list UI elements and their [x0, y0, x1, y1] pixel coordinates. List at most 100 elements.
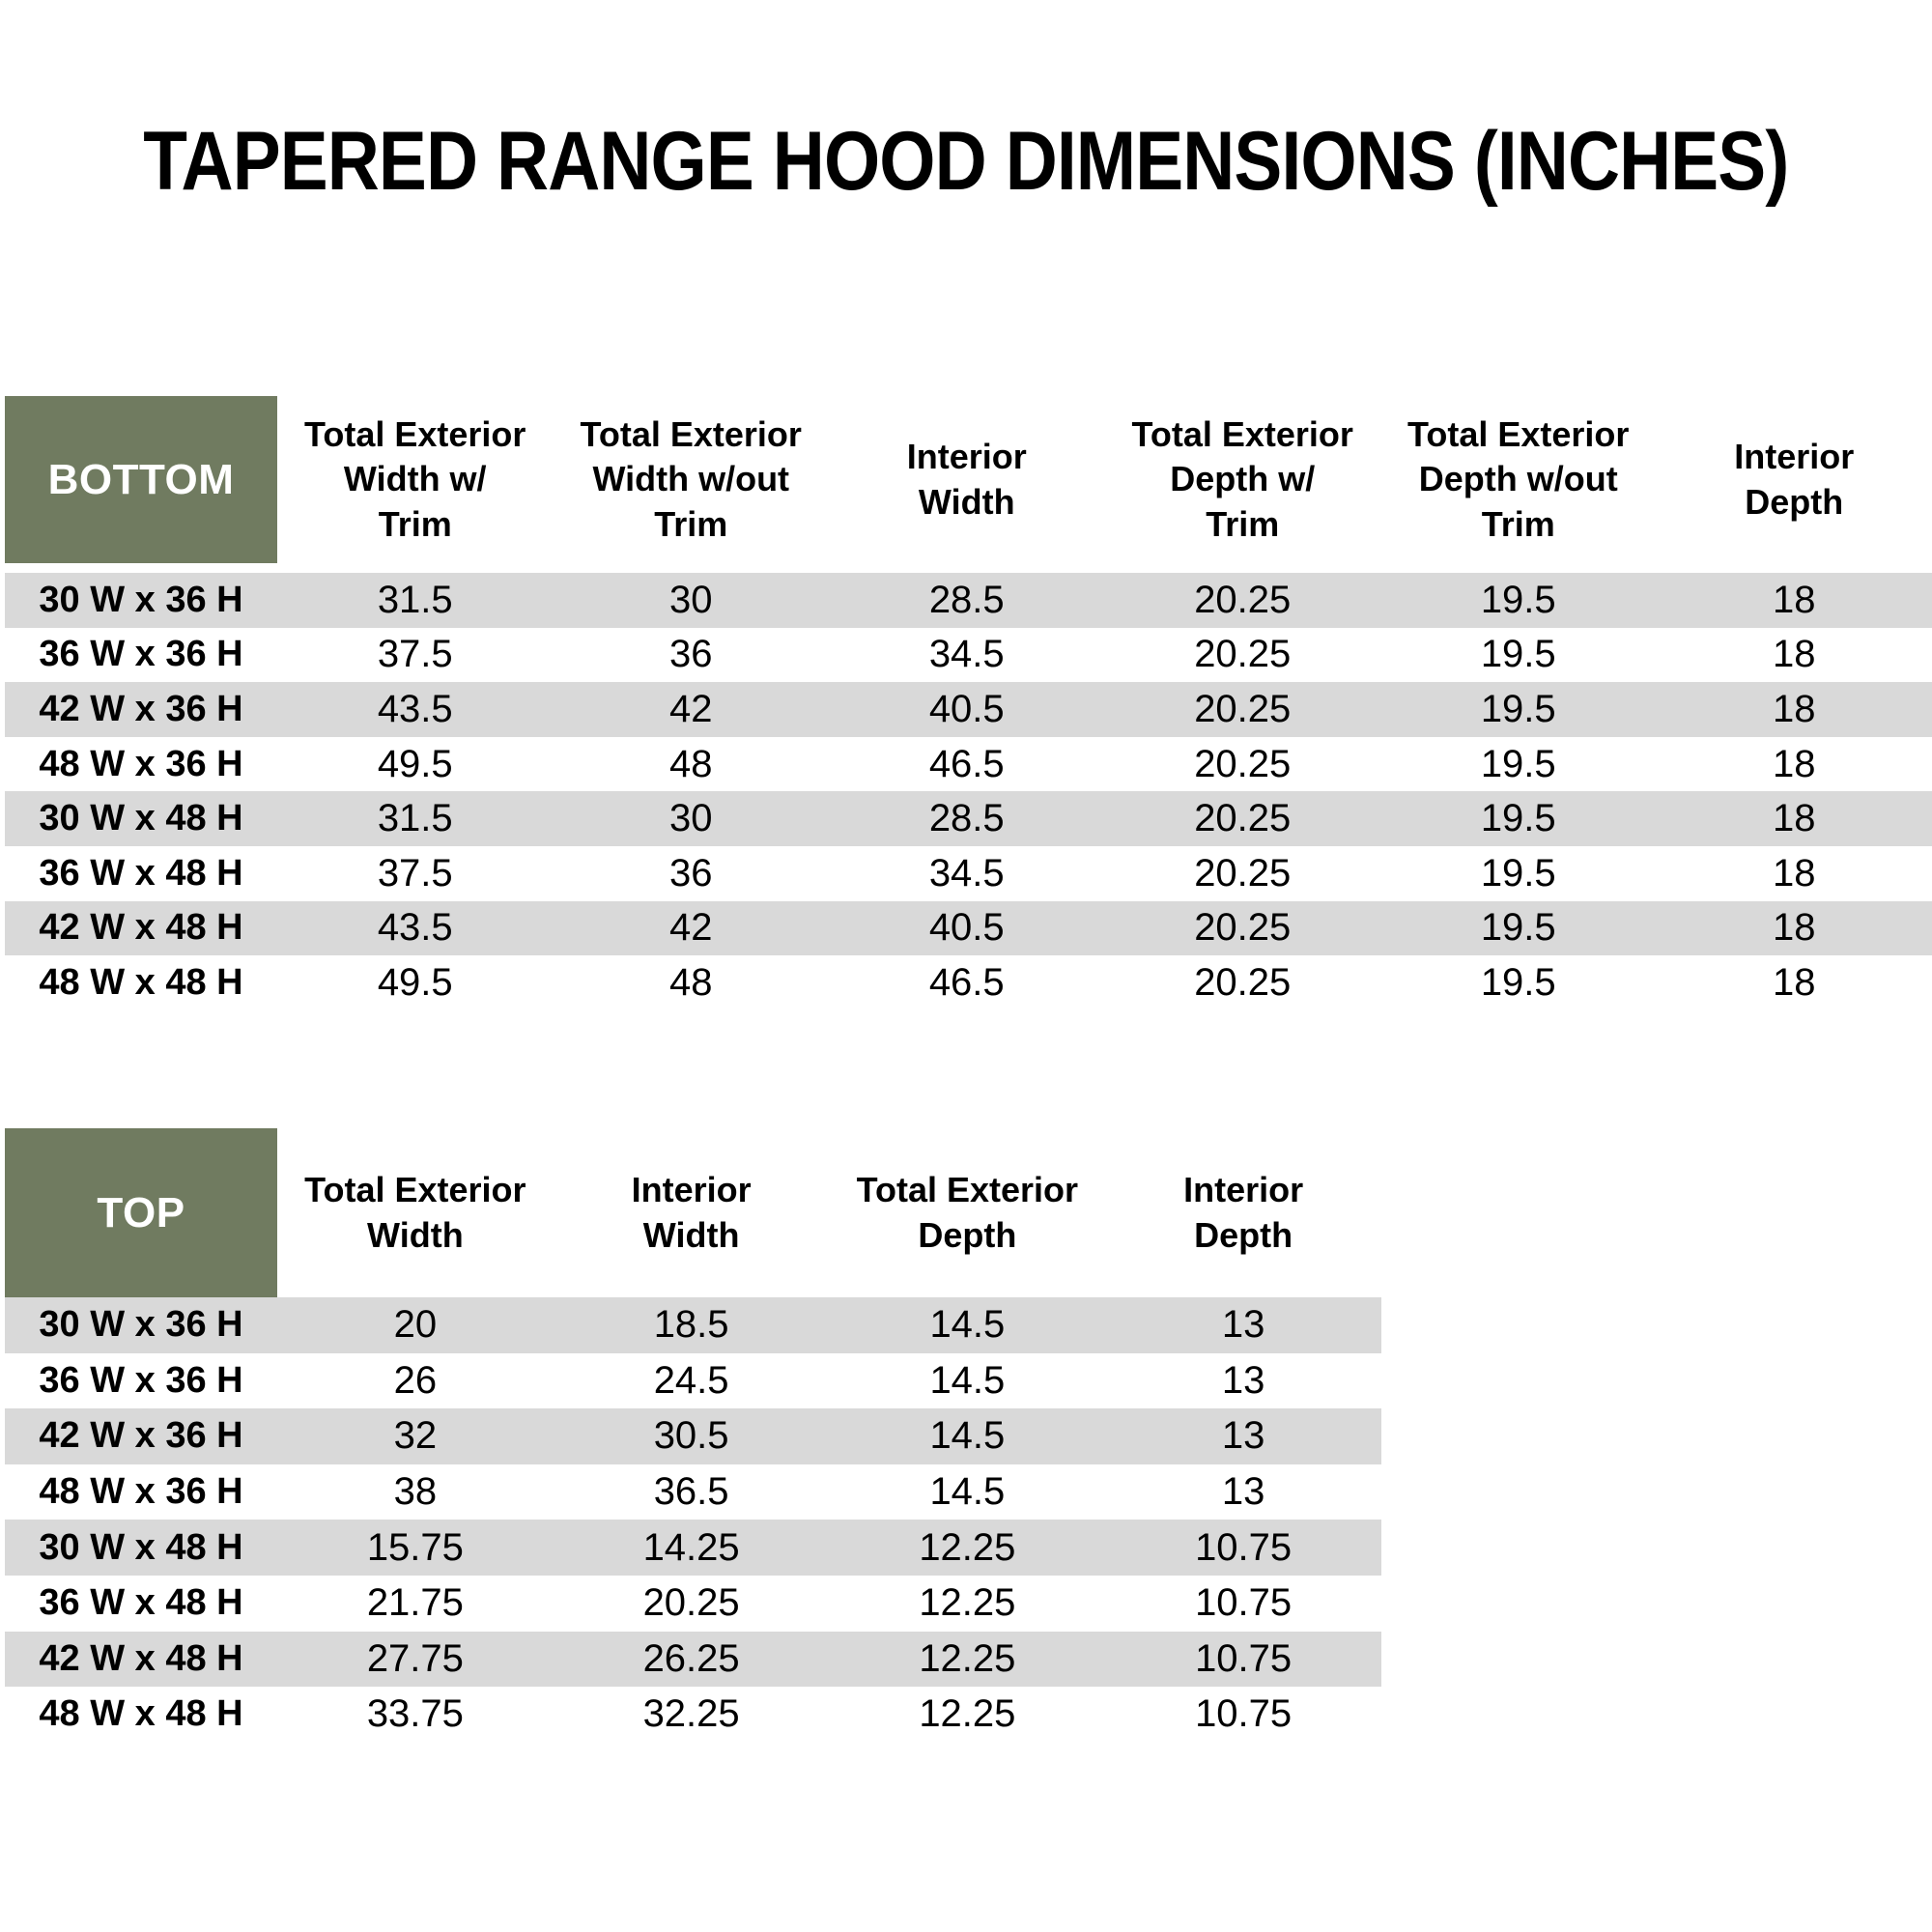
column-header: Total Exterior Width w/ Trim: [304, 414, 526, 544]
table-row: 42 W x 36 H 32 30.5 14.5 13: [5, 1408, 1381, 1464]
value-cell: 48: [669, 960, 713, 1004]
row-label: 42 W x 48 H: [39, 907, 243, 949]
row-label: 36 W x 48 H: [39, 1582, 243, 1624]
table-row: 48 W x 48 H 33.75 32.25 12.25 10.75: [5, 1687, 1381, 1743]
value-cell: 20.25: [1194, 797, 1292, 840]
value-cell: 14.5: [929, 1414, 1006, 1458]
value-cell: 18: [1773, 742, 1816, 785]
value-cell: 28.5: [928, 797, 1005, 840]
value-cell: 33.75: [366, 1692, 464, 1736]
value-cell: 10.75: [1195, 1692, 1293, 1736]
value-cell: 49.5: [377, 742, 453, 785]
value-cell: 43.5: [377, 687, 453, 730]
table-row: 48 W x 36 H 49.5 48 46.5 20.25 19.5 18: [5, 737, 1932, 792]
table-row: 36 W x 36 H 37.5 36 34.5 20.25 19.5 18: [5, 628, 1932, 683]
value-cell: 34.5: [928, 633, 1005, 676]
table-row: 36 W x 48 H 37.5 36 34.5 20.25 19.5 18: [5, 846, 1932, 901]
value-cell: 19.5: [1480, 578, 1556, 621]
column-header: Interior Width: [906, 437, 1027, 522]
column-header: Total Exterior Width w/out Trim: [580, 414, 802, 544]
row-label: 30 W x 36 H: [39, 1304, 243, 1346]
column-header: Total Exterior Depth: [856, 1170, 1079, 1255]
value-cell: 18: [1773, 687, 1816, 730]
column-header: Interior Depth: [1183, 1170, 1304, 1255]
value-cell: 20.25: [1194, 633, 1292, 676]
value-cell: 28.5: [928, 578, 1005, 621]
row-label: 30 W x 36 H: [39, 579, 243, 620]
top-corner-label: TOP: [5, 1128, 277, 1297]
value-cell: 37.5: [377, 851, 453, 895]
value-cell: 21.75: [366, 1581, 464, 1625]
top-dimensions-table: TOP Total Exterior Width Interior Width To…: [5, 1128, 1381, 1743]
value-cell: 13: [1221, 1358, 1265, 1402]
value-cell: 30: [669, 797, 713, 840]
value-cell: 15.75: [366, 1525, 464, 1569]
value-cell: 19.5: [1480, 797, 1556, 840]
row-label: 30 W x 48 H: [39, 1526, 243, 1568]
table-row: 30 W x 36 H 20 18.5 14.5 13: [5, 1297, 1381, 1353]
column-header: Interior Width: [631, 1170, 752, 1255]
value-cell: 48: [669, 742, 713, 785]
row-label: 36 W x 48 H: [39, 852, 243, 894]
value-cell: 13: [1221, 1414, 1265, 1458]
value-cell: 19.5: [1480, 960, 1556, 1004]
row-label: 36 W x 36 H: [39, 1359, 243, 1401]
value-cell: 20.25: [1194, 742, 1292, 785]
table-row: 30 W x 48 H 15.75 14.25 12.25 10.75: [5, 1520, 1381, 1576]
value-cell: 37.5: [377, 633, 453, 676]
value-cell: 19.5: [1480, 906, 1556, 950]
column-header: Total Exterior Width: [304, 1170, 526, 1255]
row-label: 42 W x 36 H: [39, 1415, 243, 1457]
value-cell: 20.25: [642, 1581, 740, 1625]
value-cell: 40.5: [928, 906, 1005, 950]
value-cell: 18: [1773, 906, 1816, 950]
value-cell: 30: [669, 578, 713, 621]
title-wrap: TAPERED RANGE HOOD DIMENSIONS (INCHES): [0, 114, 1932, 210]
table-row: 36 W x 48 H 21.75 20.25 12.25 10.75: [5, 1576, 1381, 1632]
value-cell: 32.25: [642, 1692, 740, 1736]
value-cell: 30.5: [653, 1414, 729, 1458]
row-label: 48 W x 48 H: [39, 961, 243, 1003]
value-cell: 14.5: [929, 1470, 1006, 1514]
page-title: TAPERED RANGE HOOD DIMENSIONS (INCHES): [143, 115, 1789, 208]
value-cell: 20.25: [1194, 851, 1292, 895]
bottom-rows: 30 W x 36 H 31.5 30 28.5 20.25 19.5 18 36 W x 3…: [5, 573, 1932, 1010]
value-cell: 13: [1221, 1470, 1265, 1514]
bottom-corner-label: BOTTOM: [5, 396, 277, 563]
value-cell: 43.5: [377, 906, 453, 950]
value-cell: 18: [1773, 578, 1816, 621]
value-cell: 36.5: [653, 1470, 729, 1514]
value-cell: 20.25: [1194, 960, 1292, 1004]
value-cell: 24.5: [653, 1358, 729, 1402]
value-cell: 18: [1773, 960, 1816, 1004]
value-cell: 19.5: [1480, 633, 1556, 676]
value-cell: 20.25: [1194, 687, 1292, 730]
value-cell: 14.25: [642, 1525, 740, 1569]
value-cell: 18.5: [653, 1303, 729, 1347]
value-cell: 19.5: [1480, 742, 1556, 785]
row-label: 30 W x 48 H: [39, 798, 243, 839]
value-cell: 34.5: [928, 851, 1005, 895]
column-header: Interior Depth: [1734, 437, 1855, 522]
value-cell: 20.25: [1194, 906, 1292, 950]
value-cell: 38: [393, 1470, 438, 1514]
value-cell: 18: [1773, 851, 1816, 895]
top-rows: 30 W x 36 H 20 18.5 14.5 13 36 W x 36 H 26 24.5…: [5, 1297, 1381, 1743]
top-header-row: TOP Total Exterior Width Interior Width To…: [5, 1128, 1381, 1297]
value-cell: 31.5: [377, 797, 453, 840]
value-cell: 27.75: [366, 1636, 464, 1680]
table-row: 30 W x 48 H 31.5 30 28.5 20.25 19.5 18: [5, 791, 1932, 846]
value-cell: 14.5: [929, 1358, 1006, 1402]
value-cell: 12.25: [919, 1692, 1016, 1736]
column-header: Total Exterior Depth w/out Trim: [1407, 414, 1630, 544]
value-cell: 10.75: [1195, 1636, 1293, 1680]
value-cell: 20: [393, 1303, 438, 1347]
value-cell: 10.75: [1195, 1581, 1293, 1625]
value-cell: 12.25: [919, 1581, 1016, 1625]
table-row: 42 W x 48 H 43.5 42 40.5 20.25 19.5 18: [5, 900, 1932, 956]
value-cell: 13: [1221, 1303, 1265, 1347]
row-label: 48 W x 36 H: [39, 743, 243, 784]
value-cell: 42: [669, 906, 713, 950]
value-cell: 26.25: [642, 1636, 740, 1680]
value-cell: 36: [669, 851, 713, 895]
